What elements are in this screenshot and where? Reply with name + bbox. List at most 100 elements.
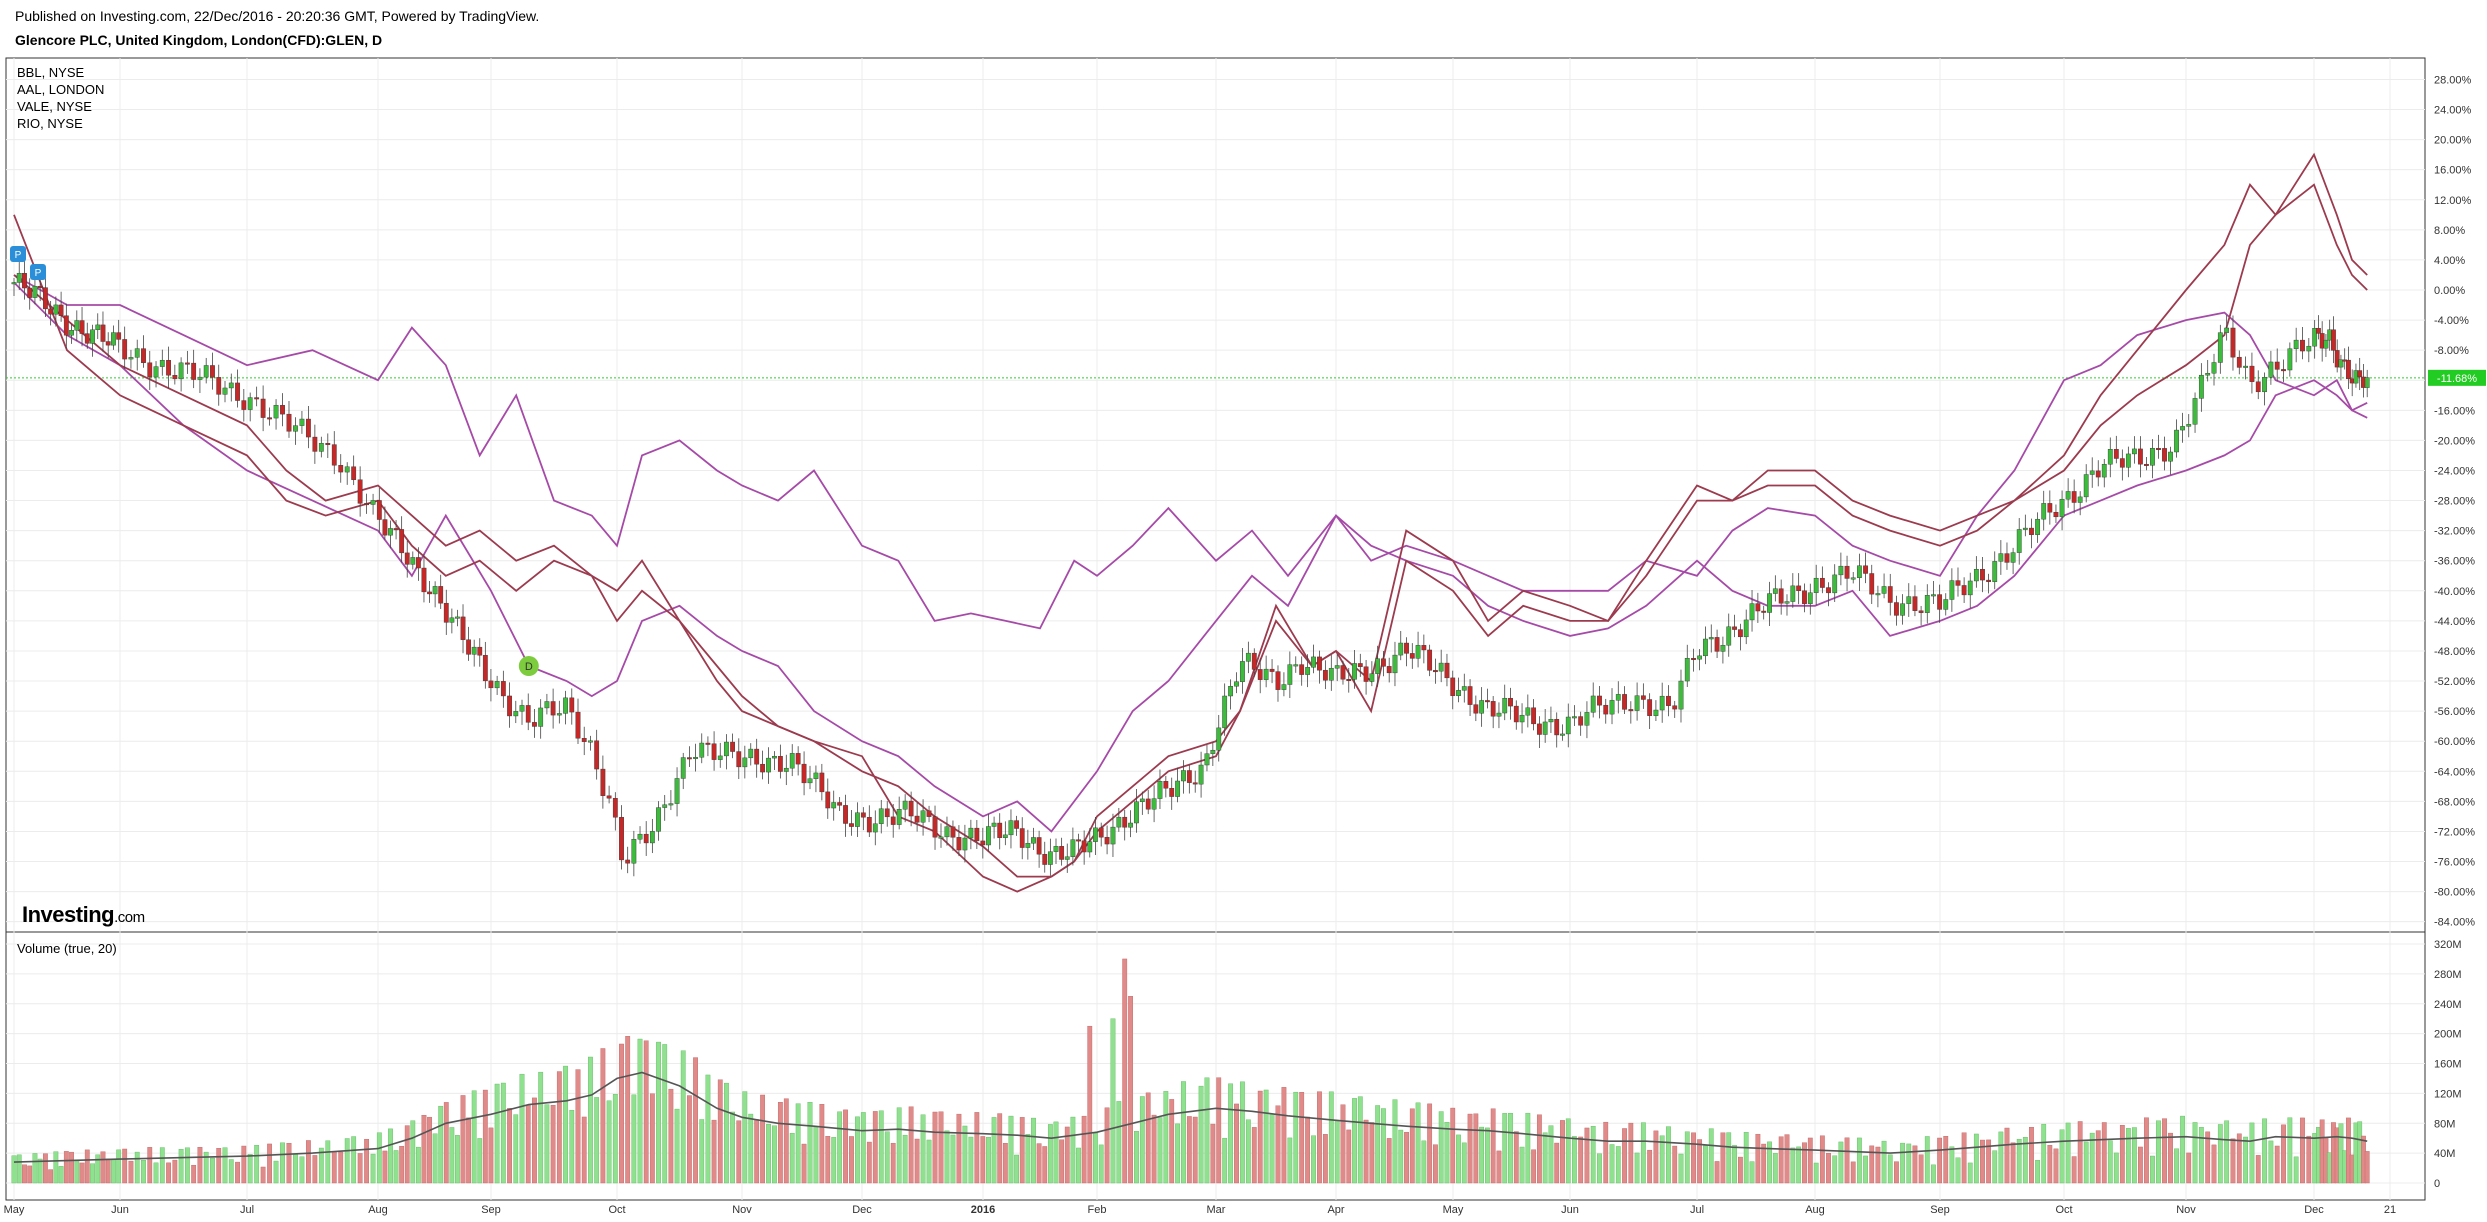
candle-down — [2029, 527, 2034, 535]
volume-bar-up — [1245, 1119, 1251, 1184]
candle-up — [1697, 655, 1703, 660]
volume-bar-down — [2274, 1145, 2280, 1184]
candle-up — [1375, 658, 1381, 674]
volume-bar-up — [1640, 1122, 1646, 1184]
candle-up — [1110, 826, 1116, 845]
volume-bar-up — [1749, 1161, 1755, 1184]
volume-bar-up — [813, 1126, 819, 1184]
candle-up — [724, 741, 729, 757]
volume-bar-up — [1743, 1132, 1749, 1184]
candle-down — [500, 681, 506, 697]
candle-up — [197, 376, 203, 380]
candle-down — [1299, 664, 1305, 675]
volume-bar-down — [105, 1158, 111, 1184]
volume-bar-down — [843, 1109, 848, 1184]
candle-up — [318, 442, 324, 452]
candle-down — [1386, 666, 1392, 674]
y-tick-label: 28.00% — [2434, 74, 2472, 86]
volume-bar-up — [1519, 1146, 1525, 1184]
candle-up — [783, 767, 789, 772]
y-tick-label: -4.00% — [2434, 315, 2469, 327]
candlesticks — [11, 259, 2370, 877]
candle-up — [2364, 377, 2370, 388]
volume-bar-up — [1863, 1155, 1868, 1184]
volume-bar-down — [1755, 1133, 1761, 1184]
volume-bar-up — [1508, 1113, 1513, 1184]
volume-bar-up — [1772, 1153, 1778, 1184]
volume-bar-up — [1813, 1162, 1819, 1184]
volume-bar-up — [772, 1125, 777, 1184]
volume-bar-down — [1560, 1120, 1565, 1184]
candle-down — [736, 751, 742, 768]
candle-down — [1059, 846, 1065, 860]
candle-up — [1813, 577, 1819, 593]
volume-bar-down — [2095, 1130, 2101, 1184]
candle-up — [273, 405, 279, 419]
candle-up — [2180, 426, 2185, 431]
volume-bar-up — [410, 1120, 416, 1184]
candle-down — [1163, 781, 1169, 789]
volume-bar-down — [1404, 1131, 1409, 1184]
candle-down — [2334, 350, 2340, 368]
candle-up — [178, 362, 184, 380]
volume-bar-up — [2041, 1123, 2047, 1184]
y-tick-label: -48.00% — [2434, 646, 2475, 658]
candle-down — [956, 837, 962, 851]
volume-bar-up — [1615, 1146, 1621, 1184]
candle-up — [1369, 673, 1375, 682]
candle-up — [1548, 719, 1554, 723]
candle-down — [1042, 854, 1048, 865]
volume-bar-down — [2119, 1125, 2125, 1184]
candle-down — [477, 646, 483, 656]
candle-up — [1008, 820, 1014, 836]
candle-up — [1590, 695, 1596, 713]
volume-bar-up — [1415, 1102, 1421, 1184]
x-tick-label: Oct — [608, 1204, 625, 1216]
volume-bar-up — [1726, 1132, 1732, 1184]
volume-bar-down — [1490, 1108, 1496, 1184]
volume-bar-down — [760, 1094, 766, 1184]
split-marker-label: P — [35, 268, 42, 279]
volume-bar-up — [1955, 1157, 1961, 1184]
volume-bar-down — [2029, 1126, 2034, 1184]
volume-bar-up — [1684, 1131, 1690, 1184]
volume-bar-down — [1042, 1146, 1048, 1184]
volume-bar-up — [2243, 1136, 2249, 1184]
volume-bar-up — [837, 1111, 843, 1184]
candle-up — [742, 757, 748, 768]
candle-down — [594, 740, 600, 770]
volume-bar-up — [1967, 1162, 1973, 1184]
volume-bar-up — [2150, 1155, 2155, 1184]
volume-bar-down — [693, 1057, 698, 1184]
candle-down — [1346, 679, 1352, 681]
candle-up — [1784, 601, 1790, 604]
candle-up — [2211, 362, 2217, 374]
volume-bar-down — [1691, 1132, 1696, 1184]
candle-down — [1732, 626, 1737, 630]
candle-up — [1838, 565, 1844, 576]
volume-bar-up — [370, 1153, 376, 1184]
volume-bar-down — [312, 1155, 318, 1184]
candle-up — [1263, 668, 1269, 680]
candle-down — [705, 742, 711, 745]
x-tick-label: Jun — [1561, 1204, 1579, 1216]
volume-bar-up — [1098, 1144, 1104, 1184]
candle-down — [890, 816, 896, 825]
volume-bar-down — [488, 1127, 494, 1184]
volume-tick-label: 240M — [2434, 999, 2462, 1011]
volume-bar-down — [331, 1151, 337, 1184]
candle-down — [2316, 328, 2321, 334]
volume-bar-up — [1767, 1141, 1772, 1184]
volume-tick-label: 0 — [2434, 1178, 2440, 1190]
candle-up — [1210, 749, 1216, 754]
candle-up — [693, 757, 698, 759]
candle-down — [2156, 448, 2161, 450]
volume-bar-up — [1311, 1135, 1316, 1184]
y-tick-label: -76.00% — [2434, 857, 2475, 869]
candle-down — [141, 348, 146, 363]
y-tick-label: -68.00% — [2434, 796, 2475, 808]
volume-bar-up — [724, 1082, 729, 1184]
candle-down — [600, 768, 606, 796]
compare-line-bbl — [13, 274, 2368, 630]
